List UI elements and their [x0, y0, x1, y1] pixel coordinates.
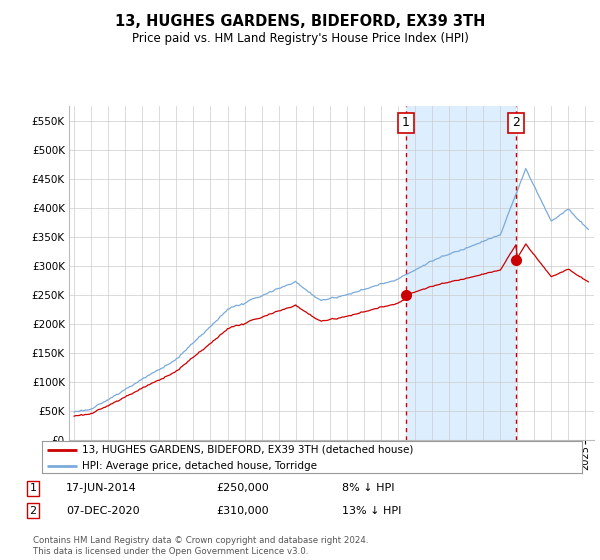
Text: £250,000: £250,000 [216, 483, 269, 493]
Text: HPI: Average price, detached house, Torridge: HPI: Average price, detached house, Torr… [83, 461, 317, 471]
Bar [406, 106, 516, 440]
Text: £310,000: £310,000 [216, 506, 269, 516]
Text: 13, HUGHES GARDENS, BIDEFORD, EX39 3TH: 13, HUGHES GARDENS, BIDEFORD, EX39 3TH [115, 14, 485, 29]
Text: 13, HUGHES GARDENS, BIDEFORD, EX39 3TH (detached house): 13, HUGHES GARDENS, BIDEFORD, EX39 3TH (… [83, 445, 414, 455]
Text: 17-JUN-2014: 17-JUN-2014 [66, 483, 137, 493]
Text: 07-DEC-2020: 07-DEC-2020 [66, 506, 140, 516]
Text: 1: 1 [29, 483, 37, 493]
Text: Price paid vs. HM Land Registry's House Price Index (HPI): Price paid vs. HM Land Registry's House … [131, 32, 469, 45]
Text: 8% ↓ HPI: 8% ↓ HPI [342, 483, 395, 493]
Text: 2: 2 [512, 116, 520, 129]
Text: 13% ↓ HPI: 13% ↓ HPI [342, 506, 401, 516]
Text: Contains HM Land Registry data © Crown copyright and database right 2024.
This d: Contains HM Land Registry data © Crown c… [33, 536, 368, 556]
Text: 1: 1 [402, 116, 410, 129]
Text: 2: 2 [29, 506, 37, 516]
